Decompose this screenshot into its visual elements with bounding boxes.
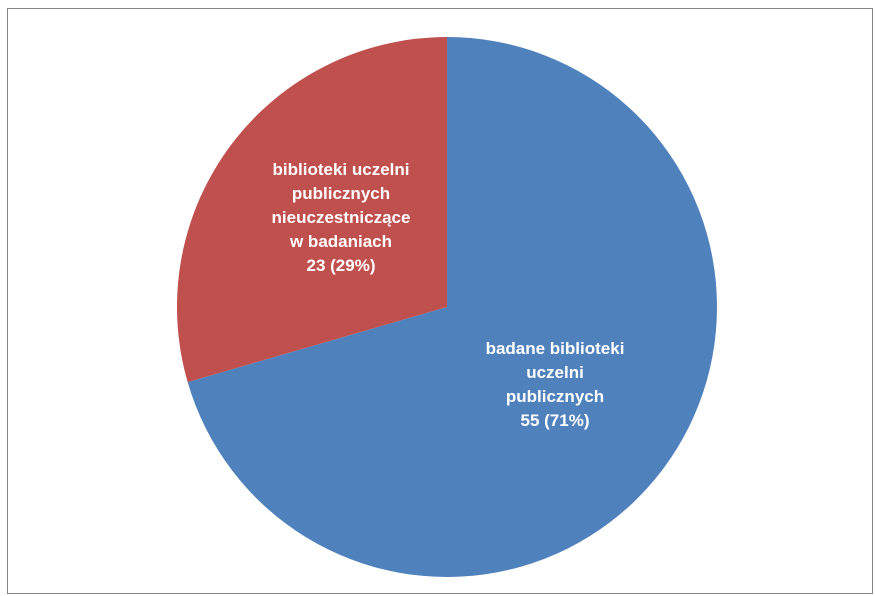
slice-label-line: publicznych [506,387,604,406]
pie-slice-1 [177,37,448,383]
slice-label-line: nieuczestniczące [272,208,411,227]
pie-labels: badane biblioteki uczelni publicznych 55 (7… [272,160,625,430]
slice-label-line: 23 (29%) [307,256,376,275]
slice-label-line: biblioteki uczelni [273,160,410,179]
slice-label-line: w badaniach [289,232,392,251]
slice-label-line: 55 (71%) [521,411,590,430]
pie-slice-0 [187,37,717,577]
slice-label-line: badane biblioteki [486,339,625,358]
slice-label-line: publicznych [292,184,390,203]
slice-label-line: uczelni [526,363,584,382]
slice-label-1: biblioteki uczelni publicznych nieuczestni… [272,160,411,275]
slice-label-0: badane biblioteki uczelni publicznych 55 (7… [486,339,625,430]
pie-slices [177,37,717,577]
